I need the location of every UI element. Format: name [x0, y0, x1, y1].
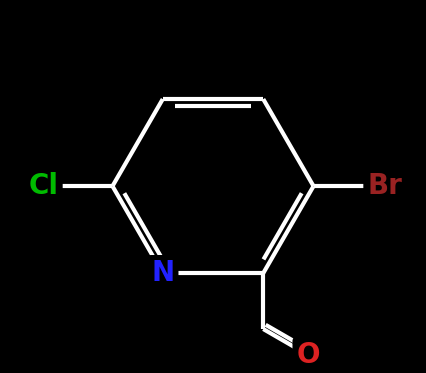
Text: Cl: Cl [29, 172, 58, 200]
Text: N: N [151, 259, 174, 287]
Text: Br: Br [368, 172, 403, 200]
Text: O: O [296, 341, 320, 369]
